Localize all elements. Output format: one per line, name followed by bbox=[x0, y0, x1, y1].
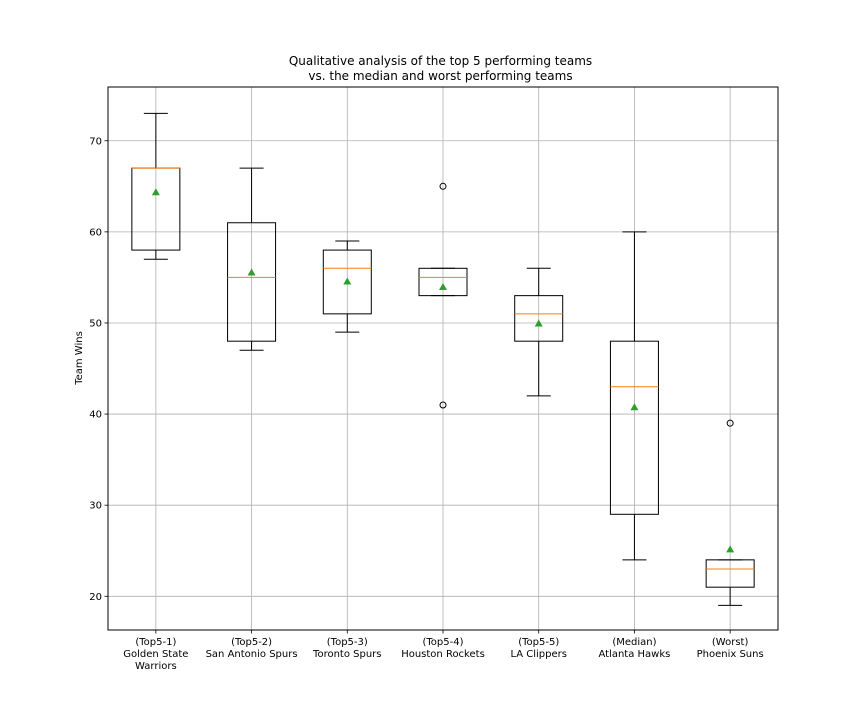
box-iqr bbox=[705, 559, 755, 588]
x-tick-label-line: Atlanta Hawks bbox=[598, 649, 670, 660]
y-tick-label: 60 bbox=[89, 227, 102, 238]
mean-marker bbox=[534, 319, 543, 327]
box-group bbox=[322, 240, 372, 333]
x-tick-label-line: (Median) bbox=[612, 637, 656, 648]
mean-marker bbox=[151, 188, 160, 196]
x-tick-label: (Worst) Phoenix Suns bbox=[697, 637, 764, 660]
x-tick-label: (Top5-5) LA Clippers bbox=[510, 637, 567, 660]
x-tick-label-line: San Antonio Spurs bbox=[206, 649, 298, 660]
outlier-point bbox=[726, 419, 734, 427]
x-tick-label-line: Phoenix Suns bbox=[697, 649, 764, 660]
box-iqr bbox=[227, 222, 277, 342]
x-tick-label-line: Golden State bbox=[123, 649, 188, 660]
x-tick-label-line: (Top5-3) bbox=[327, 637, 368, 648]
y-axis-label: Team Wins bbox=[74, 331, 85, 386]
mean-marker bbox=[247, 268, 256, 276]
grid-lines bbox=[108, 87, 778, 630]
box-iqr bbox=[609, 340, 659, 515]
x-tick-label-line: Houston Rockets bbox=[401, 649, 485, 660]
ticks-layer: 20 30 40 50 60 70 (Top5-1) Golden State Warriors… bbox=[89, 136, 763, 672]
x-tick-label-line: (Worst) bbox=[712, 637, 749, 648]
mean-marker bbox=[343, 277, 352, 285]
y-tick-label: 30 bbox=[89, 501, 102, 512]
box-group bbox=[227, 167, 277, 351]
x-tick-label: (Top5-1) Golden State Warriors bbox=[123, 637, 188, 672]
x-tick-label: (Top5-4) Houston Rockets bbox=[401, 637, 485, 660]
x-tick-label-line: (Top5-2) bbox=[231, 637, 272, 648]
outlier-point bbox=[439, 401, 447, 409]
mean-marker bbox=[439, 283, 447, 291]
box-group bbox=[514, 267, 564, 397]
x-tick-label-line: Warriors bbox=[135, 661, 177, 672]
box-iqr bbox=[514, 295, 564, 342]
x-tick-label: (Top5-3) Toronto Spurs bbox=[312, 637, 381, 660]
chart-title-line-2: vs. the median and worst performing team… bbox=[308, 69, 572, 83]
mean-marker bbox=[630, 403, 639, 411]
y-tick-label: 40 bbox=[89, 410, 102, 421]
y-tick-label: 50 bbox=[89, 318, 102, 329]
x-tick-label-line: (Top5-5) bbox=[518, 637, 559, 648]
box-group bbox=[609, 231, 659, 561]
x-tick-label-line: (Top5-4) bbox=[422, 637, 463, 648]
box-iqr bbox=[322, 249, 372, 315]
y-tick-label: 70 bbox=[89, 136, 102, 147]
x-tick-label-line: Toronto Spurs bbox=[312, 649, 381, 660]
outlier-point bbox=[439, 182, 447, 190]
x-tick-label: (Top5-2) San Antonio Spurs bbox=[206, 637, 298, 660]
box-group bbox=[705, 419, 755, 606]
y-tick-label: 20 bbox=[89, 592, 102, 603]
box-group bbox=[131, 112, 181, 260]
chart-title-line-1: Qualitative analysis of the top 5 perfor… bbox=[289, 54, 592, 68]
box-iqr bbox=[418, 267, 468, 297]
mean-marker bbox=[726, 545, 735, 553]
x-tick-label-line: LA Clippers bbox=[510, 649, 567, 660]
x-tick-label: (Median) Atlanta Hawks bbox=[598, 637, 670, 660]
x-tick-label-line: (Top5-1) bbox=[135, 637, 176, 648]
box-group bbox=[418, 182, 468, 409]
boxes-layer bbox=[131, 112, 755, 606]
